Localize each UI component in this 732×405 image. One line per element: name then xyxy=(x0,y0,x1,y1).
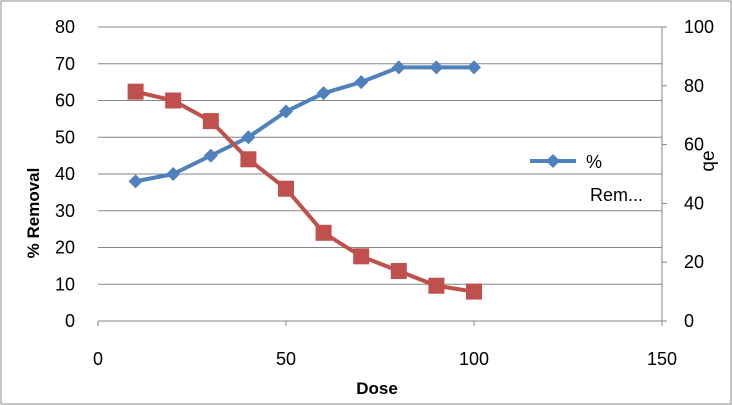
y-tick-label: 80 xyxy=(55,17,75,37)
x-tick-label: 150 xyxy=(647,349,677,369)
data-point xyxy=(203,148,218,163)
data-point xyxy=(391,60,406,75)
data-point xyxy=(278,180,294,197)
y2-tick-label: 100 xyxy=(684,17,714,37)
data-point xyxy=(240,151,257,168)
tick-labels: 0 10 20 30 40 50 60 70 80 0 20 40 60 80 100 0 50 100 150 xyxy=(55,17,714,369)
series-line xyxy=(135,89,475,294)
data-point xyxy=(127,83,144,100)
y-tick-label: 10 xyxy=(55,274,75,294)
y-tick-label: 50 xyxy=(55,127,75,147)
series-layer xyxy=(127,60,482,300)
gridlines xyxy=(98,26,662,285)
data-point xyxy=(428,277,445,294)
legend-label-removal-line2: Rem... xyxy=(590,185,643,205)
data-point xyxy=(429,60,444,75)
data-point xyxy=(354,75,369,90)
data-point xyxy=(166,167,181,181)
series-1 xyxy=(127,83,482,300)
y-tick-label: 70 xyxy=(55,54,75,74)
axes xyxy=(97,26,667,326)
y2-tick-label: 60 xyxy=(684,135,704,155)
data-point xyxy=(279,104,293,119)
data-point xyxy=(315,224,332,241)
x-tick-label: 100 xyxy=(459,349,489,369)
y-tick-label: 0 xyxy=(65,311,75,331)
data-point xyxy=(467,60,481,75)
data-point xyxy=(390,263,407,280)
legend-marker-removal xyxy=(546,154,560,168)
y2-tick-label: 20 xyxy=(684,252,704,272)
data-point xyxy=(353,248,370,265)
data-point xyxy=(202,113,219,130)
data-point xyxy=(165,92,182,109)
y-tick-label: 40 xyxy=(55,164,75,184)
series-line xyxy=(135,65,474,184)
legend-label-removal-line1: % xyxy=(586,152,602,172)
y-tick-label: 60 xyxy=(55,91,75,111)
series-0 xyxy=(128,60,481,189)
y2-tick-label: 80 xyxy=(684,76,704,96)
x-tick-label: 50 xyxy=(276,349,296,369)
y-axis-title: % Removal xyxy=(24,168,43,259)
x-axis-title: Dose xyxy=(356,379,398,398)
y2-axis-title: qe xyxy=(698,150,719,171)
data-point xyxy=(466,283,482,300)
y-tick-label: 30 xyxy=(55,201,75,221)
y2-tick-label: 40 xyxy=(684,193,704,213)
x-tick-label: 0 xyxy=(93,349,103,369)
legend: % Rem... xyxy=(530,152,643,205)
y-tick-label: 20 xyxy=(55,238,75,258)
data-point xyxy=(316,86,331,101)
data-point xyxy=(128,174,143,189)
y2-tick-label: 0 xyxy=(684,311,694,331)
data-point xyxy=(241,130,256,145)
